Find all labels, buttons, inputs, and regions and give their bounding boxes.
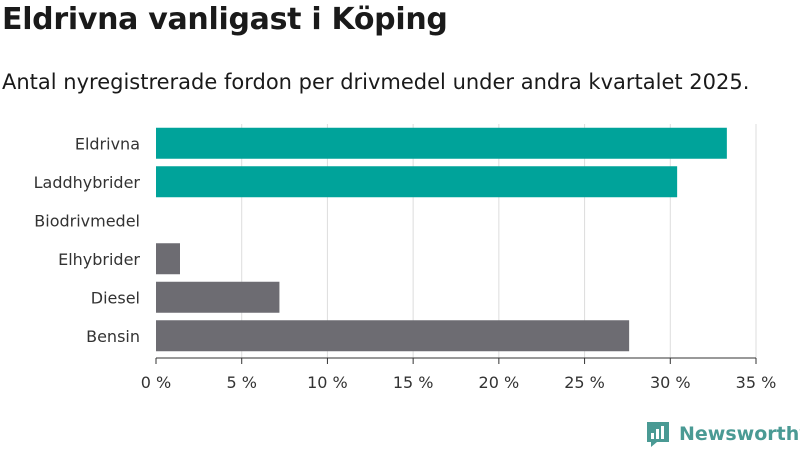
bar: [156, 127, 727, 159]
brand-name: Newsworthy: [679, 423, 800, 445]
category-label: Bensin: [86, 327, 140, 346]
category-label: Biodrivmedel: [34, 211, 140, 230]
newsworthy-logo-icon: [647, 422, 669, 447]
bar: [156, 243, 180, 275]
bar: [156, 320, 630, 352]
x-tick-label: 5 %: [226, 373, 256, 392]
x-tick-label: 15 %: [393, 373, 434, 392]
chart-subtitle: Antal nyregistrerade fordon per drivmede…: [2, 70, 750, 94]
category-label: Laddhybrider: [34, 173, 141, 192]
x-tick-label: 10 %: [307, 373, 348, 392]
x-tick-label: 35 %: [736, 373, 777, 392]
x-tick-label: 0 %: [141, 373, 171, 392]
bar: [156, 166, 678, 198]
category-label: Elhybrider: [58, 250, 140, 269]
chart-title: Eldrivna vanligast i Köping: [2, 2, 448, 37]
bar: [156, 281, 280, 313]
x-tick-label: 30 %: [650, 373, 691, 392]
category-label: Diesel: [91, 288, 140, 307]
category-label: Eldrivna: [75, 134, 140, 153]
x-tick-label: 20 %: [479, 373, 520, 392]
brand-logo: Newsworthy: [645, 420, 800, 448]
x-tick-label: 25 %: [564, 373, 605, 392]
